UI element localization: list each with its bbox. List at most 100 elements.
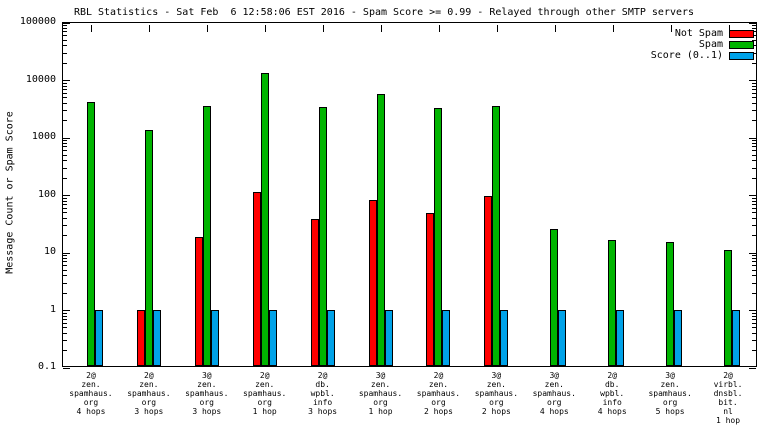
y-minor-tick-mark: [752, 140, 756, 142]
y-minor-tick-mark: [752, 39, 756, 41]
x-category-label: 3@ zen. spamhaus. org 3 hops: [185, 371, 229, 416]
x-tick-mark: [438, 25, 440, 32]
chart-title: RBL Statistics - Sat Feb 6 12:58:06 EST …: [73, 7, 695, 18]
y-minor-tick-mark: [63, 110, 67, 112]
x-tick-mark: [728, 25, 730, 32]
bar-score-0-1-: [152, 309, 161, 366]
bar-score-0-1-: [558, 309, 567, 366]
x-tick-mark: [381, 25, 383, 32]
x-tick-mark: [612, 25, 614, 32]
x-tick-mark: [554, 25, 556, 32]
y-minor-tick-mark: [752, 203, 756, 205]
y-minor-tick-mark: [752, 97, 756, 99]
y-minor-tick-mark: [752, 315, 756, 317]
y-tick-label: 0.1: [37, 361, 56, 372]
bar-score-0-1-: [210, 309, 219, 366]
y-minor-tick-mark: [63, 269, 67, 271]
x-category-label: 3@ zen. spamhaus. org 2 hops: [474, 371, 519, 416]
legend-row: Not Spam: [651, 28, 754, 39]
y-minor-tick-mark: [63, 97, 67, 99]
y-minor-tick-mark: [63, 207, 67, 209]
y-minor-tick-mark: [63, 197, 67, 199]
bar-spam: [434, 107, 443, 366]
y-tick-label: 10: [43, 246, 56, 257]
y-tick-mark: [63, 137, 70, 139]
y-minor-tick-mark: [63, 350, 67, 352]
x-category-label: 2@ db. wpbl. info 3 hops: [308, 371, 338, 416]
x-category-label: 3@ zen. spamhaus. org 4 hops: [532, 371, 576, 416]
y-minor-tick-mark: [752, 197, 756, 199]
y-minor-tick-mark: [752, 350, 756, 352]
y-minor-tick-mark: [752, 282, 756, 284]
y-minor-tick-mark: [63, 35, 67, 37]
bar-not-spam: [310, 218, 319, 366]
bar-not-spam: [136, 309, 145, 366]
x-tick-mark: [670, 25, 672, 32]
y-tick-mark: [63, 22, 70, 24]
y-minor-tick-mark: [63, 225, 67, 227]
y-minor-tick-mark: [63, 258, 67, 260]
y-minor-tick-mark: [63, 31, 67, 33]
y-minor-tick-mark: [752, 332, 756, 334]
x-category-label: 2@ zen. spamhaus. org 1 hop: [243, 371, 287, 416]
y-minor-tick-mark: [63, 340, 67, 342]
y-minor-tick-mark: [752, 85, 756, 87]
bar-score-0-1-: [674, 309, 683, 366]
y-tick-label: 10000: [25, 73, 56, 85]
x-tick-mark: [496, 25, 498, 32]
legend-label: Score (0..1): [650, 50, 723, 61]
y-minor-tick-mark: [752, 318, 756, 320]
y-minor-tick-mark: [752, 167, 756, 169]
legend-label: Not Spam: [674, 28, 723, 39]
legend-swatch: [729, 29, 754, 38]
x-category-label: 2@ virbl. dnsbl. bit. nl 1 hop: [713, 371, 743, 425]
y-minor-tick-mark: [63, 265, 67, 267]
bar-score-0-1-: [384, 309, 393, 366]
y-minor-tick-mark: [752, 35, 756, 37]
bar-not-spam: [252, 192, 261, 366]
bar-score-0-1-: [326, 309, 335, 366]
x-tick-mark: [207, 25, 209, 32]
y-minor-tick-mark: [63, 282, 67, 284]
bar-spam: [318, 107, 327, 366]
y-tick-mark: [749, 137, 756, 139]
x-category-label: 3@ zen. spamhaus. org 5 hops: [648, 371, 692, 416]
bar-spam: [492, 106, 501, 366]
y-minor-tick-mark: [752, 292, 756, 294]
legend-label: Spam: [698, 39, 723, 50]
y-minor-tick-mark: [63, 120, 67, 122]
y-minor-tick-mark: [63, 312, 67, 314]
y-minor-tick-mark: [63, 52, 67, 54]
plot-area: [62, 22, 757, 369]
y-minor-tick-mark: [63, 150, 67, 152]
x-tick-mark: [91, 25, 93, 32]
y-tick-mark: [749, 252, 756, 254]
x-category-label: 2@ db. wpbl. info 4 hops: [597, 371, 627, 416]
y-minor-tick-mark: [752, 45, 756, 47]
y-minor-tick-mark: [752, 275, 756, 277]
y-minor-tick-mark: [752, 143, 756, 145]
y-minor-tick-mark: [752, 120, 756, 122]
legend-row: Spam: [651, 39, 754, 50]
y-minor-tick-mark: [752, 92, 756, 94]
y-minor-tick-mark: [752, 217, 756, 219]
y-tick-label: 1000: [31, 131, 56, 142]
x-tick-mark: [265, 25, 267, 32]
y-minor-tick-mark: [752, 200, 756, 202]
bar-score-0-1-: [732, 309, 741, 366]
y-minor-tick-mark: [752, 327, 756, 329]
legend: Not Spam Spam Score (0..1): [651, 28, 754, 61]
y-minor-tick-mark: [752, 52, 756, 54]
y-minor-tick-mark: [63, 212, 67, 214]
bar-spam: [260, 72, 269, 366]
y-minor-tick-mark: [752, 160, 756, 162]
y-minor-tick-mark: [63, 146, 67, 148]
y-minor-tick-mark: [752, 62, 756, 64]
y-minor-tick-mark: [63, 25, 67, 27]
bar-score-0-1-: [616, 309, 625, 366]
bar-score-0-1-: [94, 309, 103, 366]
y-minor-tick-mark: [752, 110, 756, 112]
y-minor-tick-mark: [752, 312, 756, 314]
y-tick-mark: [749, 310, 756, 311]
